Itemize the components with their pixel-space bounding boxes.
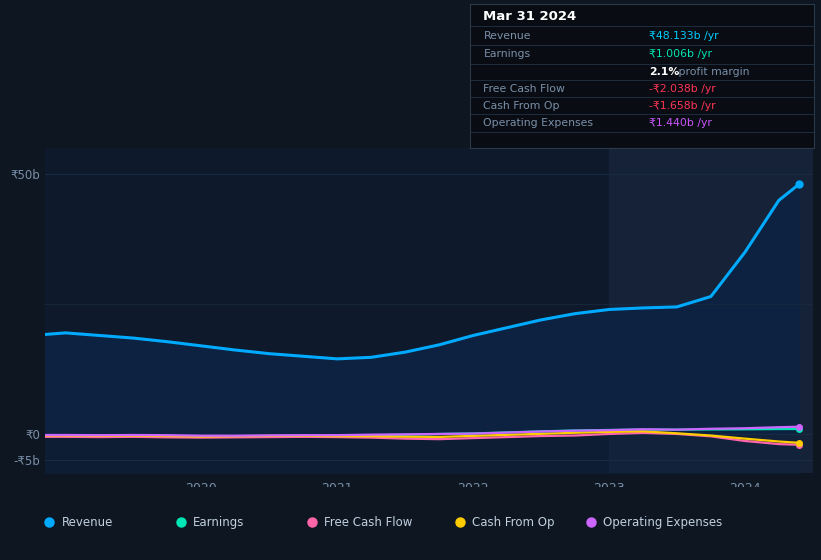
Text: Operating Expenses: Operating Expenses: [603, 516, 722, 529]
Text: Earnings: Earnings: [193, 516, 245, 529]
Text: Cash From Op: Cash From Op: [472, 516, 554, 529]
Text: Operating Expenses: Operating Expenses: [484, 118, 594, 128]
Text: -₹2.038b /yr: -₹2.038b /yr: [649, 84, 716, 94]
Text: profit margin: profit margin: [675, 67, 750, 77]
Text: Revenue: Revenue: [62, 516, 113, 529]
Text: Free Cash Flow: Free Cash Flow: [324, 516, 413, 529]
Text: ₹1.006b /yr: ₹1.006b /yr: [649, 49, 712, 59]
Text: ₹48.133b /yr: ₹48.133b /yr: [649, 31, 718, 41]
Text: Free Cash Flow: Free Cash Flow: [484, 84, 566, 94]
Text: 2.1%: 2.1%: [649, 67, 679, 77]
Text: ₹1.440b /yr: ₹1.440b /yr: [649, 118, 712, 128]
Text: Revenue: Revenue: [484, 31, 531, 41]
Text: Mar 31 2024: Mar 31 2024: [484, 10, 576, 23]
Text: Earnings: Earnings: [484, 49, 530, 59]
Text: Cash From Op: Cash From Op: [484, 101, 560, 111]
Text: -₹1.658b /yr: -₹1.658b /yr: [649, 101, 716, 111]
Bar: [609, 148, 821, 473]
